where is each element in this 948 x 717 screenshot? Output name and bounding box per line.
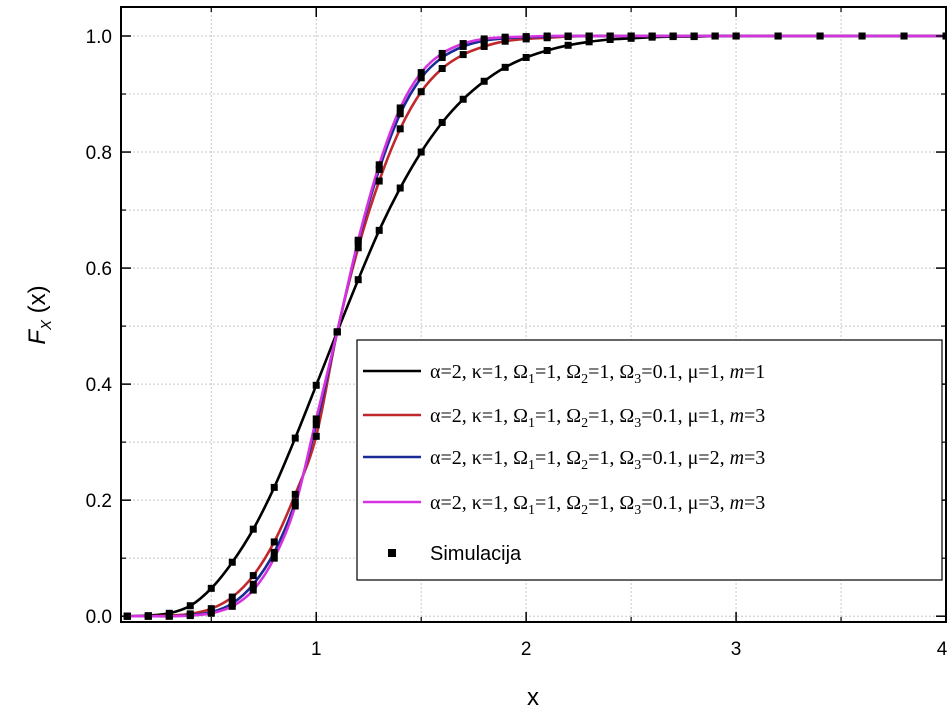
simulation-marker <box>228 593 236 601</box>
simulation-marker <box>165 612 173 620</box>
y-tick-label: 1.0 <box>86 27 112 48</box>
simulation-marker <box>228 602 236 610</box>
simulation-marker <box>375 177 383 185</box>
simulation-marker <box>501 33 509 41</box>
simulation-marker <box>396 110 404 118</box>
y-tick-label: 0.8 <box>86 143 112 164</box>
simulation-marker <box>438 49 446 57</box>
simulation-marker <box>249 525 257 533</box>
simulation-marker <box>375 226 383 234</box>
simulation-marker <box>396 184 404 192</box>
simulation-marker <box>522 53 530 61</box>
y-tick-label: 0.2 <box>86 491 112 512</box>
simulation-marker <box>312 421 320 429</box>
legend-label-2: α=2, κ=1, Ω1=1, Ω2=1, Ω3=0.1, μ=1, m=3 <box>430 405 765 431</box>
simulation-marker <box>249 580 257 588</box>
x-tick-label: 1 <box>311 639 322 660</box>
y-axis-title-main: F <box>24 329 51 345</box>
simulation-marker <box>732 32 740 40</box>
y-tick-label: 0.0 <box>86 607 112 628</box>
simulation-marker <box>480 35 488 43</box>
simulation-marker <box>816 32 824 40</box>
simulation-marker <box>333 328 341 336</box>
plot-frame <box>120 6 947 623</box>
simulation-marker <box>417 148 425 156</box>
simulation-marker <box>522 33 530 41</box>
y-tick-label: 0.4 <box>86 375 113 396</box>
simulation-marker <box>459 40 467 48</box>
simulation-marker <box>858 32 866 40</box>
simulation-marker <box>396 104 404 112</box>
x-axis-title: x <box>527 684 539 711</box>
simulation-marker <box>312 415 320 423</box>
x-tick-label: 4 <box>937 639 948 660</box>
simulation-marker <box>438 53 446 61</box>
x-tick-label: 3 <box>731 639 742 660</box>
simulation-marker <box>417 88 425 96</box>
legend-label-simulation: Simulacija <box>430 543 522 565</box>
simulation-marker <box>186 602 194 610</box>
simulation-marker <box>375 161 383 169</box>
simulation-marker <box>354 276 362 284</box>
simulation-marker <box>186 612 194 620</box>
simulation-marker <box>417 69 425 77</box>
simulation-marker <box>291 498 299 506</box>
y-axis-title-rest: (x) <box>24 285 51 320</box>
legend-swatch-simulation <box>388 549 396 557</box>
simulation-marker <box>270 538 278 546</box>
tick-labels: 1 2 3 4 0.0 0.2 0.4 0.6 0.8 1.0 <box>86 27 948 660</box>
simulation-marker <box>606 32 614 40</box>
simulation-marker <box>354 244 362 252</box>
simulation-marker <box>438 118 446 126</box>
simulation-marker <box>291 434 299 442</box>
simulation-marker <box>459 95 467 103</box>
x-tick-label: 2 <box>521 639 532 660</box>
simulation-marker <box>291 490 299 498</box>
simulation-marker <box>585 38 593 46</box>
simulation-marker <box>144 612 152 620</box>
y-tick-label: 0.6 <box>86 259 112 280</box>
simulation-marker <box>543 32 551 40</box>
simulation-marker <box>480 77 488 85</box>
simulation-marker <box>564 41 572 49</box>
simulation-marker <box>249 586 257 594</box>
simulation-marker <box>669 32 677 40</box>
simulation-marker <box>396 125 404 133</box>
simulation-marker <box>543 47 551 55</box>
simulation-marker <box>690 32 698 40</box>
simulation-marker <box>627 32 635 40</box>
y-axis-title: FX (x) <box>24 285 55 344</box>
simulation-marker <box>228 558 236 566</box>
simulation-marker <box>354 236 362 244</box>
simulation-marker <box>207 609 215 617</box>
simulation-marker <box>900 32 908 40</box>
simulation-marker <box>459 51 467 59</box>
simulation-marker <box>312 432 320 440</box>
simulation-marker <box>480 42 488 50</box>
simulation-marker <box>375 165 383 173</box>
simulation-marker <box>291 502 299 510</box>
simulation-marker <box>711 32 719 40</box>
simulation-marker <box>312 381 320 389</box>
simulation-marker <box>564 32 572 40</box>
simulation-marker <box>270 554 278 562</box>
simulation-marker <box>417 74 425 82</box>
simulation-marker <box>438 65 446 72</box>
simulation-marker <box>270 548 278 556</box>
simulation-marker <box>270 483 278 491</box>
simulation-markers <box>123 32 946 620</box>
simulation-marker <box>585 32 593 40</box>
simulation-marker <box>648 32 656 40</box>
legend-label-1: α=2, κ=1, Ω1=1, Ω2=1, Ω3=0.1, μ=1, m=1 <box>430 361 765 387</box>
simulation-marker <box>249 572 257 580</box>
simulation-marker <box>207 584 215 592</box>
simulation-marker <box>774 32 782 40</box>
legend-label-4: α=2, κ=1, Ω1=1, Ω2=1, Ω3=0.1, μ=3, m=3 <box>430 492 765 518</box>
y-axis-title-sub: X <box>38 319 55 331</box>
simulation-marker <box>501 63 509 71</box>
legend-label-3: α=2, κ=1, Ω1=1, Ω2=1, Ω3=0.1, μ=2, m=3 <box>430 447 765 473</box>
legend-box <box>356 339 943 581</box>
legend: α=2, κ=1, Ω1=1, Ω2=1, Ω3=0.1, μ=1, m=1 α=… <box>356 339 943 581</box>
